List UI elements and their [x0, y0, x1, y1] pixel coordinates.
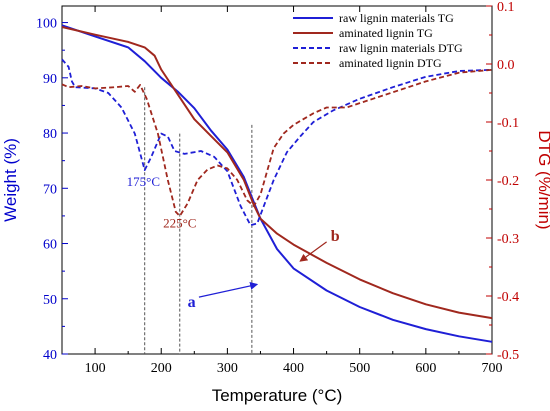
y-right-tick-label: 0.0 [497, 58, 515, 73]
y-right-tick-label: -0.2 [497, 174, 519, 189]
peak-temperature-label: 175°C [127, 174, 160, 189]
annotation-arrow [198, 281, 259, 298]
legend-entry-label: aminated lignin DTG [339, 56, 442, 70]
y-left-axis-title: Weight (%) [1, 138, 20, 222]
x-tick-label: 500 [349, 361, 370, 376]
legend-entry-label: aminated lignin TG [339, 26, 433, 40]
y-right-tick-label: -0.4 [497, 290, 519, 305]
reference-lines [144, 87, 253, 354]
y-left-tick-label: 50 [43, 293, 57, 308]
y-left-tick-label: 60 [43, 238, 57, 253]
annotation-arrow [299, 241, 327, 262]
y-right-tick-label: 0.1 [497, 0, 515, 15]
series-line [61, 58, 493, 227]
x-axis-title: Temperature (°C) [212, 386, 343, 405]
curve-letter-label: b [331, 228, 340, 245]
y-right-tick-label: -0.1 [497, 116, 519, 131]
x-tick-label: 100 [85, 361, 106, 376]
y-left-tick-label: 70 [43, 182, 57, 197]
x-tick-label: 600 [415, 361, 436, 376]
series-line [61, 68, 493, 217]
y-right-axis-title: DTG (%/min) [535, 130, 550, 229]
series-layer [61, 24, 493, 343]
peak-temperature-label: 225°C [163, 216, 196, 231]
series-line [61, 24, 493, 343]
legend-entry-label: raw lignin materials DTG [339, 41, 463, 55]
x-tick-label: 300 [217, 361, 238, 376]
annotations-layer: 175°C 225°C a b [127, 174, 340, 311]
x-tick-label: 400 [283, 361, 304, 376]
legend-entry-label: raw lignin materials TG [339, 11, 454, 25]
y-left-tick-label: 90 [43, 72, 57, 87]
x-tick-label: 200 [151, 361, 172, 376]
y-left-tick-label: 80 [43, 127, 57, 142]
axes-layer: 100 200 300 400 500 600 700 40 50 60 70 80 90 100 0.1 0… [36, 0, 519, 376]
curve-letter-label: a [188, 294, 196, 311]
y-left-tick-label: 40 [43, 348, 57, 363]
x-tick-label: 700 [482, 361, 503, 376]
y-right-tick-label: -0.3 [497, 232, 519, 247]
series-line [61, 26, 493, 320]
y-right-tick-label: -0.5 [497, 348, 519, 363]
y-left-tick-label: 100 [36, 17, 57, 32]
